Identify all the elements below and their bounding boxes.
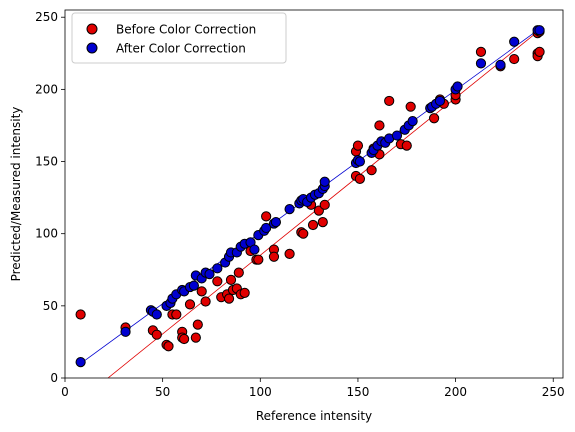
data-point-before: [184, 299, 196, 310]
data-point-before: [534, 46, 545, 57]
data-point-before: [151, 329, 162, 340]
data-point-before: [200, 296, 211, 307]
data-point-after: [354, 156, 365, 167]
legend-marker-after: [86, 42, 98, 54]
y-tick-label: 100: [35, 227, 58, 241]
data-point-after: [75, 357, 86, 368]
data-point-before: [352, 140, 364, 151]
data-point-after: [261, 222, 272, 234]
y-axis-label: Predicted/Measured intensity: [9, 107, 23, 282]
data-point-before: [268, 251, 280, 262]
data-point-before: [317, 217, 328, 228]
data-point-before: [179, 333, 190, 345]
data-point-before: [284, 248, 295, 259]
data-point-after: [188, 280, 199, 291]
data-point-after: [284, 204, 295, 215]
data-point-after: [249, 244, 260, 255]
x-axis-label: Reference intensity: [256, 409, 372, 423]
data-point-before: [190, 332, 201, 343]
x-tick-label: 200: [444, 385, 467, 399]
data-point-before: [253, 254, 264, 265]
data-point-before: [475, 46, 487, 57]
x-axis-ticks: 0 50 100 150 200 250: [61, 378, 565, 399]
data-point-before: [239, 287, 250, 298]
data-point-before: [212, 276, 223, 287]
data-point-after: [534, 25, 545, 36]
data-point-after: [452, 81, 463, 92]
y-tick-label: 200: [35, 82, 58, 96]
x-tick-label: 250: [542, 385, 565, 399]
data-point-before: [261, 211, 272, 222]
y-axis-ticks: 0 50 100 150 200 250: [35, 10, 65, 385]
data-point-after: [434, 95, 446, 107]
data-point-before: [196, 286, 207, 297]
data-point-before: [298, 228, 309, 239]
data-point-before: [509, 53, 520, 65]
data-point-after: [151, 309, 162, 320]
data-point-after: [475, 58, 487, 69]
data-point-after: [509, 36, 520, 47]
data-point-after: [319, 176, 330, 187]
data-point-before: [366, 165, 377, 176]
data-point-after: [204, 268, 215, 280]
data-point-before: [171, 309, 182, 320]
data-point-before: [75, 309, 86, 320]
data-point-before: [354, 173, 365, 184]
legend-frame: [71, 12, 287, 64]
data-point-before: [405, 101, 416, 112]
data-points: [75, 25, 545, 368]
legend: Before Color Correction After Color Corr…: [71, 12, 287, 64]
plot-frame: [64, 9, 564, 379]
x-tick-label: 100: [249, 385, 272, 399]
y-tick-label: 150: [35, 155, 58, 169]
data-point-after: [270, 217, 282, 228]
data-point-after: [120, 326, 131, 337]
data-point-before: [384, 95, 395, 107]
data-point-before: [223, 293, 235, 304]
legend-label-after: After Color Correction: [116, 42, 246, 56]
data-point-before: [429, 113, 440, 124]
y-tick-label: 50: [43, 299, 58, 313]
data-point-before: [192, 319, 203, 330]
data-point-before: [319, 199, 330, 210]
legend-marker-before: [86, 23, 98, 35]
data-point-before: [225, 274, 237, 285]
y-tick-label: 0: [50, 371, 58, 385]
data-point-before: [307, 219, 319, 231]
data-point-before: [163, 341, 174, 352]
y-tick-label: 250: [35, 10, 58, 24]
data-point-after: [391, 130, 403, 141]
data-point-before: [233, 267, 244, 278]
legend-label-before: Before Color Correction: [116, 23, 256, 37]
data-point-after: [407, 116, 418, 127]
data-point-after: [495, 59, 506, 70]
data-point-before: [374, 120, 385, 131]
x-tick-label: 50: [155, 385, 170, 399]
x-tick-label: 0: [61, 385, 69, 399]
x-tick-label: 150: [346, 385, 369, 399]
data-point-after: [212, 263, 223, 274]
data-point-before: [401, 140, 412, 151]
